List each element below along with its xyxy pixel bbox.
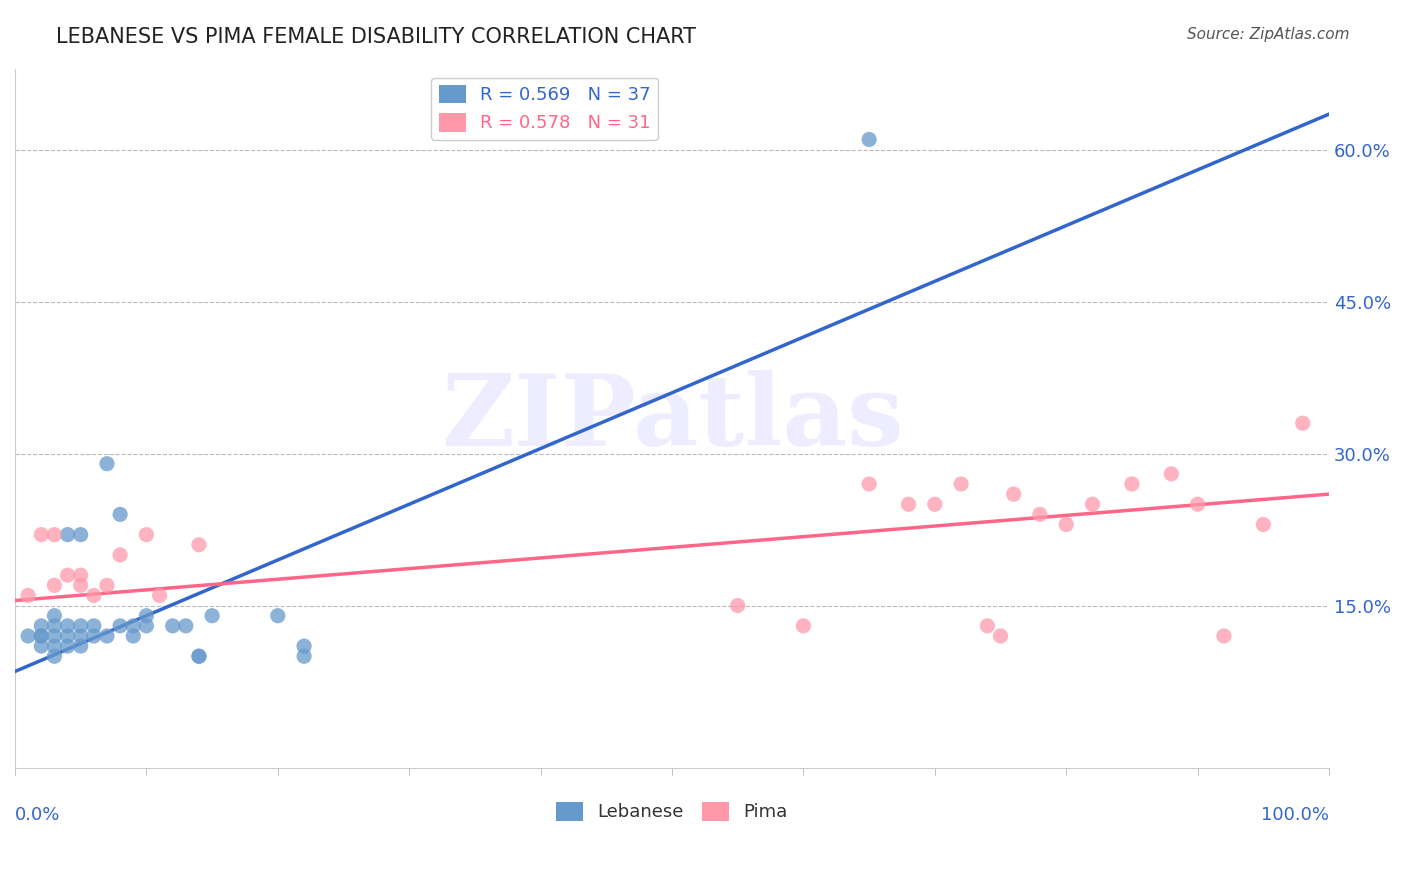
Point	[188, 538, 211, 552]
Point	[858, 477, 880, 491]
Point	[1292, 416, 1315, 430]
Point	[69, 629, 91, 643]
Point	[108, 548, 131, 562]
Point	[44, 578, 66, 592]
Text: ZIPatlas: ZIPatlas	[440, 369, 903, 467]
Point	[44, 527, 66, 541]
Point	[17, 589, 39, 603]
Point	[162, 619, 184, 633]
Point	[135, 608, 157, 623]
Point	[122, 629, 145, 643]
Point	[292, 649, 315, 664]
Point	[83, 629, 105, 643]
Point	[56, 568, 79, 582]
Point	[30, 619, 52, 633]
Point	[69, 568, 91, 582]
Point	[201, 608, 224, 623]
Point	[976, 619, 998, 633]
Point	[96, 629, 118, 643]
Point	[30, 629, 52, 643]
Legend: R = 0.569   N = 37, R = 0.578   N = 31: R = 0.569 N = 37, R = 0.578 N = 31	[432, 78, 658, 140]
Point	[1121, 477, 1143, 491]
Text: 100.0%: 100.0%	[1261, 806, 1329, 824]
Point	[1029, 508, 1052, 522]
Point	[69, 527, 91, 541]
Point	[990, 629, 1012, 643]
Text: Source: ZipAtlas.com: Source: ZipAtlas.com	[1187, 27, 1350, 42]
Point	[1187, 497, 1209, 511]
Point	[1160, 467, 1182, 481]
Point	[44, 608, 66, 623]
Point	[1253, 517, 1275, 532]
Point	[96, 457, 118, 471]
Point	[108, 508, 131, 522]
Point	[1081, 497, 1104, 511]
Point	[950, 477, 973, 491]
Point	[1054, 517, 1077, 532]
Point	[56, 527, 79, 541]
Point	[792, 619, 814, 633]
Point	[122, 619, 145, 633]
Point	[44, 649, 66, 664]
Point	[96, 578, 118, 592]
Point	[69, 639, 91, 653]
Point	[188, 649, 211, 664]
Point	[267, 608, 290, 623]
Text: LEBANESE VS PIMA FEMALE DISABILITY CORRELATION CHART: LEBANESE VS PIMA FEMALE DISABILITY CORRE…	[56, 27, 696, 46]
Point	[56, 639, 79, 653]
Point	[292, 639, 315, 653]
Point	[135, 619, 157, 633]
Point	[858, 132, 880, 146]
Point	[56, 629, 79, 643]
Point	[1002, 487, 1025, 501]
Point	[69, 578, 91, 592]
Point	[727, 599, 749, 613]
Point	[30, 639, 52, 653]
Point	[135, 527, 157, 541]
Point	[148, 589, 170, 603]
Point	[174, 619, 197, 633]
Point	[1212, 629, 1234, 643]
Text: 0.0%: 0.0%	[15, 806, 60, 824]
Point	[897, 497, 920, 511]
Point	[44, 629, 66, 643]
Point	[83, 589, 105, 603]
Point	[924, 497, 946, 511]
Point	[108, 619, 131, 633]
Point	[83, 619, 105, 633]
Point	[30, 629, 52, 643]
Point	[17, 629, 39, 643]
Point	[56, 619, 79, 633]
Point	[44, 619, 66, 633]
Point	[44, 639, 66, 653]
Point	[69, 619, 91, 633]
Point	[188, 649, 211, 664]
Point	[30, 527, 52, 541]
